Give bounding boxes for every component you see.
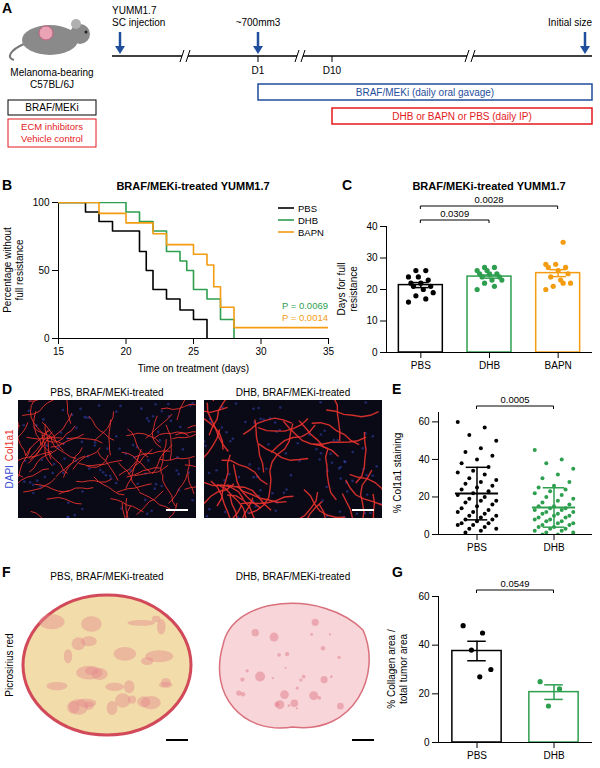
- svg-text:D1: D1: [252, 65, 265, 76]
- svg-text:Percentage without: Percentage without: [2, 227, 13, 313]
- svg-text:40: 40: [418, 639, 430, 650]
- svg-text:Initial size: Initial size: [548, 17, 592, 28]
- svg-text:25: 25: [188, 346, 200, 357]
- svg-text:~700mm3: ~700mm3: [236, 17, 281, 28]
- svg-text:resistance: resistance: [348, 266, 359, 312]
- svg-text:SC injection: SC injection: [112, 17, 165, 28]
- svg-text:BRAF/MEKi-treated YUMM1.7: BRAF/MEKi-treated YUMM1.7: [116, 180, 269, 192]
- svg-text:BRAF/MEKi (daily oral gavage): BRAF/MEKi (daily oral gavage): [356, 87, 494, 98]
- svg-text:0.0028: 0.0028: [474, 194, 503, 205]
- svg-text:60: 60: [418, 416, 430, 427]
- svg-text:50: 50: [38, 265, 50, 276]
- svg-text:Picrosirius red: Picrosirius red: [4, 633, 15, 696]
- svg-text:0.0549: 0.0549: [500, 578, 529, 589]
- svg-text:20: 20: [418, 688, 430, 699]
- svg-text:DHB: DHB: [479, 360, 500, 371]
- svg-text:P = 0.0069: P = 0.0069: [282, 300, 328, 311]
- svg-text:Vehicle control: Vehicle control: [21, 133, 83, 144]
- svg-text:D: D: [2, 381, 12, 397]
- svg-text:0: 0: [44, 333, 50, 344]
- svg-text:A: A: [2, 0, 12, 16]
- svg-text:0: 0: [424, 529, 430, 540]
- svg-text:40: 40: [366, 222, 378, 232]
- svg-text:P = 0.0014: P = 0.0014: [282, 312, 328, 323]
- svg-text:% Col1a1 staining: % Col1a1 staining: [392, 433, 403, 514]
- svg-text:DHB, BRAF/MEKi-treated: DHB, BRAF/MEKi-treated: [236, 387, 350, 398]
- svg-text:D10: D10: [323, 65, 342, 76]
- svg-text:Time on treatment (days): Time on treatment (days): [138, 363, 249, 374]
- svg-text:0.0309: 0.0309: [440, 208, 469, 219]
- svg-text:BRAF/MEKi: BRAF/MEKi: [25, 102, 78, 113]
- svg-text:G: G: [392, 564, 403, 580]
- svg-text:20: 20: [366, 284, 378, 295]
- svg-text:15: 15: [53, 346, 65, 357]
- svg-text:% Collagen area /: % Collagen area /: [386, 629, 397, 709]
- svg-text:C: C: [342, 177, 352, 193]
- svg-text:30: 30: [255, 346, 267, 357]
- svg-text:BAPN: BAPN: [545, 360, 572, 371]
- svg-text:BAPN: BAPN: [298, 227, 324, 238]
- svg-text:0: 0: [372, 347, 378, 358]
- svg-text:DHB: DHB: [543, 542, 564, 553]
- svg-text:PBS: PBS: [467, 542, 487, 553]
- svg-text:PBS: PBS: [467, 750, 487, 761]
- svg-text:100: 100: [33, 197, 50, 208]
- svg-text:20: 20: [418, 491, 430, 502]
- svg-text:DHB or BAPN or PBS (daily IP): DHB or BAPN or PBS (daily IP): [392, 111, 531, 122]
- svg-text:YUMM1.7: YUMM1.7: [112, 5, 157, 16]
- svg-text:full resistance: full resistance: [14, 239, 25, 301]
- svg-text:DAPICol1a1: DAPICol1a1: [4, 429, 15, 488]
- svg-text:DHB: DHB: [298, 215, 318, 226]
- svg-text:DHB, BRAF/MEKi-treated: DHB, BRAF/MEKi-treated: [236, 571, 350, 582]
- svg-text:DHB: DHB: [543, 750, 564, 761]
- svg-text:10: 10: [366, 315, 378, 326]
- svg-text:30: 30: [366, 252, 378, 263]
- svg-text:BRAF/MEKi-treated YUMM1.7: BRAF/MEKi-treated YUMM1.7: [412, 180, 565, 192]
- svg-text:Melanoma-bearing: Melanoma-bearing: [10, 67, 93, 78]
- svg-text:PBS, BRAF/MEKi-treated: PBS, BRAF/MEKi-treated: [50, 571, 163, 582]
- svg-text:35: 35: [323, 346, 335, 357]
- svg-text:40: 40: [418, 454, 430, 465]
- svg-text:PBS: PBS: [298, 203, 317, 214]
- svg-text:PBS: PBS: [411, 360, 431, 371]
- svg-text:20: 20: [120, 346, 132, 357]
- svg-text:total tumor area: total tumor area: [398, 634, 409, 704]
- svg-text:C57BL/6J: C57BL/6J: [30, 79, 74, 90]
- svg-text:F: F: [2, 564, 11, 580]
- svg-text:Days for full: Days for full: [336, 263, 347, 316]
- svg-text:0: 0: [424, 737, 430, 748]
- svg-text:0.0005: 0.0005: [500, 394, 529, 405]
- svg-text:PBS, BRAF/MEKi-treated: PBS, BRAF/MEKi-treated: [50, 387, 163, 398]
- svg-text:ECM inhibitors: ECM inhibitors: [21, 121, 83, 132]
- svg-text:60: 60: [418, 592, 430, 602]
- svg-text:B: B: [2, 177, 12, 193]
- svg-text:E: E: [392, 381, 401, 397]
